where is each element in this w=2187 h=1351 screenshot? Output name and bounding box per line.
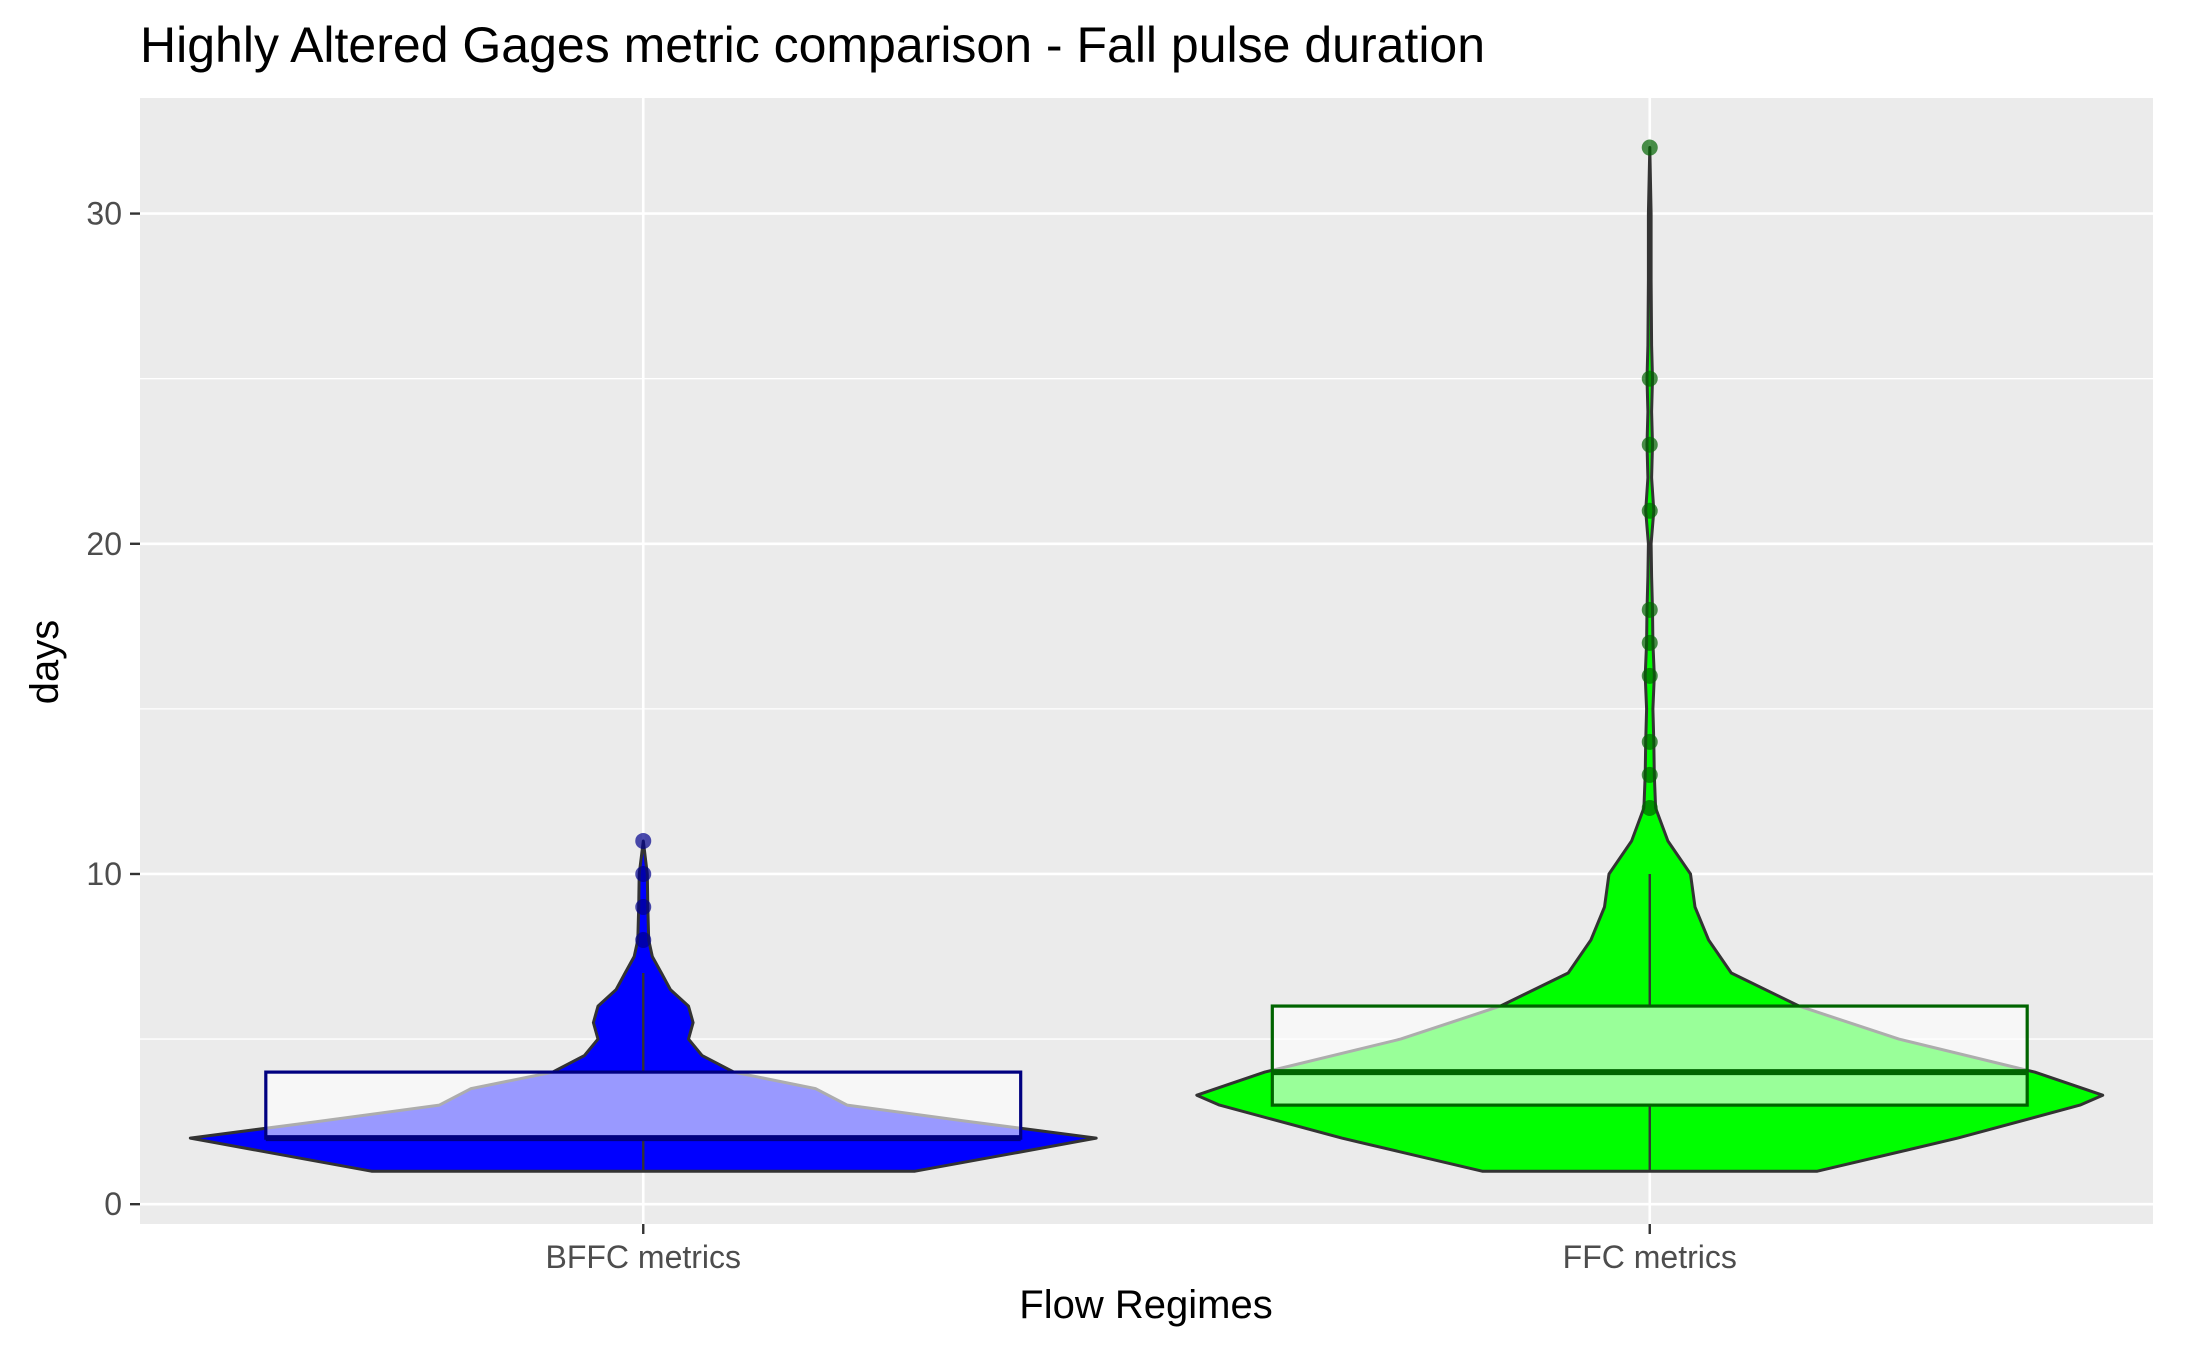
outlier-point xyxy=(635,832,652,849)
outlier-point xyxy=(1641,370,1658,387)
y-tick-label: 30 xyxy=(86,196,122,232)
outlier-point xyxy=(1641,766,1658,783)
outlier-point xyxy=(1641,799,1658,816)
y-tick-label: 0 xyxy=(104,1186,122,1222)
outlier-point xyxy=(1641,601,1658,618)
box-2 xyxy=(1270,1004,2029,1107)
y-tick-label: 20 xyxy=(86,526,122,562)
outlier-points xyxy=(635,139,1658,949)
outlier-point xyxy=(1641,634,1658,651)
y-axis-title: days xyxy=(23,620,67,705)
x-axis-title: Flow Regimes xyxy=(1019,1283,1272,1327)
outlier-point xyxy=(1641,733,1658,750)
outlier-point xyxy=(635,932,652,949)
box-1 xyxy=(264,1070,1023,1140)
x-tick-label: FFC metrics xyxy=(1563,1239,1737,1275)
chart-title: Highly Altered Gages metric comparison -… xyxy=(140,17,1485,73)
outlier-point xyxy=(1641,667,1658,684)
outlier-point xyxy=(635,899,652,916)
violin-2 xyxy=(1195,146,2105,1173)
outlier-point xyxy=(635,865,652,882)
x-tick-label: BFFC metrics xyxy=(545,1239,741,1275)
axes: 0 10 20 30 BFFC metrics FFC metrics xyxy=(86,196,1736,1275)
outlier-point xyxy=(1641,502,1658,519)
y-tick-label: 10 xyxy=(86,856,122,892)
boxplots xyxy=(264,873,2029,1172)
outlier-point xyxy=(1641,436,1658,453)
outlier-point xyxy=(1641,139,1658,156)
